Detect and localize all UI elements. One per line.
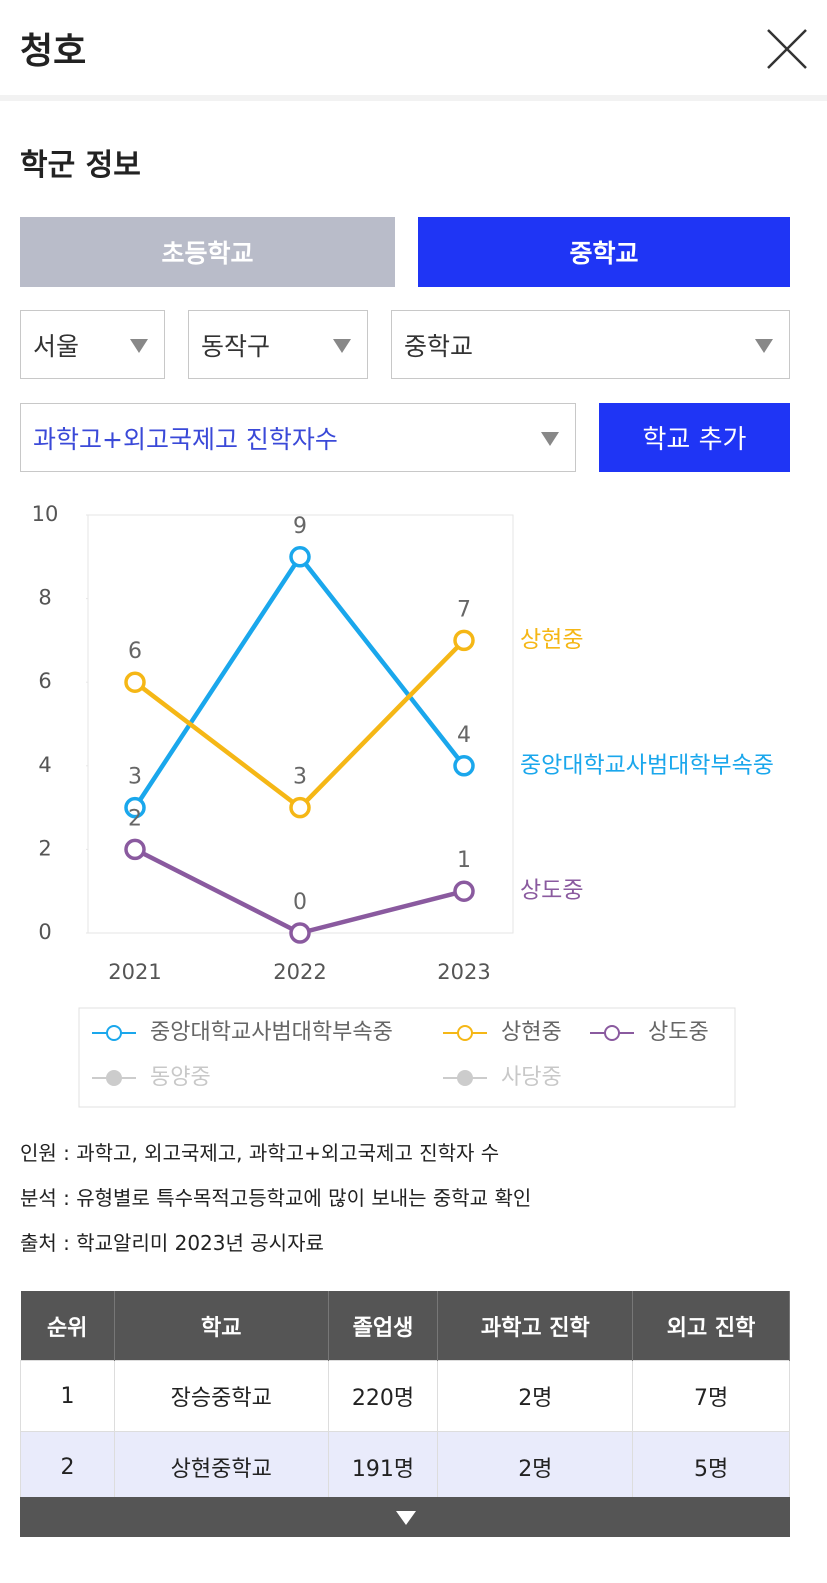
close-button[interactable] — [766, 28, 808, 70]
point — [124, 796, 146, 819]
header-cell: 과학고 진학 — [437, 1291, 634, 1361]
header-cell: 외고 진학 — [632, 1291, 790, 1361]
cell: 2명 — [437, 1431, 634, 1503]
cell: 2명 — [437, 1360, 634, 1432]
dropdown-text: 중학교 — [404, 331, 474, 361]
y-tick-label: 2 — [38, 836, 51, 860]
legend-marker — [106, 1025, 122, 1041]
header-cell: 학교 — [114, 1291, 329, 1361]
plot-area — [87, 514, 514, 934]
point — [453, 880, 475, 902]
point — [124, 671, 146, 693]
cell: 220명 — [327, 1360, 439, 1432]
legend-label: 상도중 — [648, 1020, 709, 1045]
table-row: 1 장승중학교 220명 2명 7명 — [20, 1360, 790, 1432]
table: 순위 학교 졸업생 과학고 진학 외고 진학 1 장승중학교 220명 2명 7… — [20, 1291, 790, 1503]
data-label: 9 — [293, 514, 307, 539]
series-end-label: 상현중 — [520, 627, 583, 653]
data-label: 3 — [128, 765, 142, 790]
series-end-label: 중앙대학교사범대학부속중 — [520, 752, 774, 778]
table-row: 2 상현중학교 191명 2명 5명 — [20, 1431, 790, 1503]
y-tick-label: 8 — [38, 586, 51, 610]
dropdown-text: 서울 — [33, 331, 80, 361]
legend-label: 중앙대학교사범대학부속중 — [150, 1020, 393, 1045]
cell: 장승중학교 — [113, 1360, 329, 1432]
x-tick-label: 2021 — [108, 960, 161, 984]
y-tick-label: 0 — [38, 920, 51, 944]
note: 분석 : 유형별로 특수목적고등학교에 많이 보내는 중학교 확인 — [20, 1186, 532, 1210]
legend-label: 상현중 — [501, 1020, 562, 1045]
dropdown[interactable]: 동작구 — [188, 310, 368, 379]
note: 출처 : 학교알리미 2023년 공시자료 — [20, 1231, 324, 1255]
data-label: 1 — [457, 848, 471, 873]
dropdown-text: 동작구 — [201, 331, 271, 361]
legend-marker — [457, 1025, 473, 1041]
legend-marker — [457, 1070, 473, 1086]
y-tick-label: 10 — [32, 502, 59, 526]
data-label: 6 — [128, 639, 142, 664]
legend-label: 사당중 — [501, 1065, 562, 1090]
y-tick-label: 4 — [38, 753, 51, 777]
divider — [0, 95, 827, 101]
cell: 7명 — [632, 1360, 790, 1432]
legend-label: 동양중 — [150, 1065, 211, 1090]
dropdown[interactable]: 서울 — [20, 310, 165, 379]
data-label: 4 — [457, 723, 471, 748]
point — [453, 629, 475, 652]
cell: 1 — [20, 1360, 115, 1432]
cell: 191명 — [327, 1431, 439, 1503]
cell: 5명 — [632, 1431, 790, 1503]
legend-marker — [604, 1025, 620, 1041]
tab-active[interactable]: 중학교 — [418, 217, 790, 287]
cell: 2 — [20, 1431, 115, 1503]
data-label: 0 — [293, 890, 307, 915]
series-end-label: 상도중 — [520, 878, 583, 904]
header-cell: 졸업생 — [328, 1291, 439, 1361]
x-tick-label: 2023 — [437, 960, 490, 984]
point — [289, 796, 311, 819]
expand-bar[interactable] — [20, 1497, 790, 1537]
tab[interactable]: 초등학교 — [20, 217, 395, 287]
metric-dropdown[interactable]: 과학고+외고국제고 진학자수 — [20, 403, 576, 472]
dropdown[interactable]: 중학교 — [391, 310, 790, 379]
dropdown-text: 과학고+외고국제고 진학자수 — [33, 424, 338, 454]
legend-marker — [106, 1070, 122, 1086]
data-label: 3 — [293, 765, 307, 790]
point — [124, 838, 146, 861]
header-cell: 순위 — [20, 1291, 115, 1361]
point — [289, 922, 311, 944]
cell: 상현중학교 — [113, 1431, 329, 1503]
page-title: 청호 — [20, 31, 87, 72]
add-school-button[interactable]: 학교 추가 — [599, 403, 790, 472]
data-label: 7 — [457, 597, 471, 622]
legend-box — [78, 1007, 736, 1108]
point — [453, 755, 475, 777]
x-tick-label: 2022 — [273, 960, 326, 984]
point — [289, 546, 311, 568]
y-tick-label: 6 — [38, 669, 51, 693]
data-label: 2 — [128, 806, 142, 831]
note: 인원 : 과학고, 외고국제고, 과학고+외고국제고 진학자 수 — [20, 1141, 500, 1165]
section-title: 학군 정보 — [20, 148, 141, 183]
table-header: 순위 학교 졸업생 과학고 진학 외고 진학 — [20, 1291, 790, 1361]
